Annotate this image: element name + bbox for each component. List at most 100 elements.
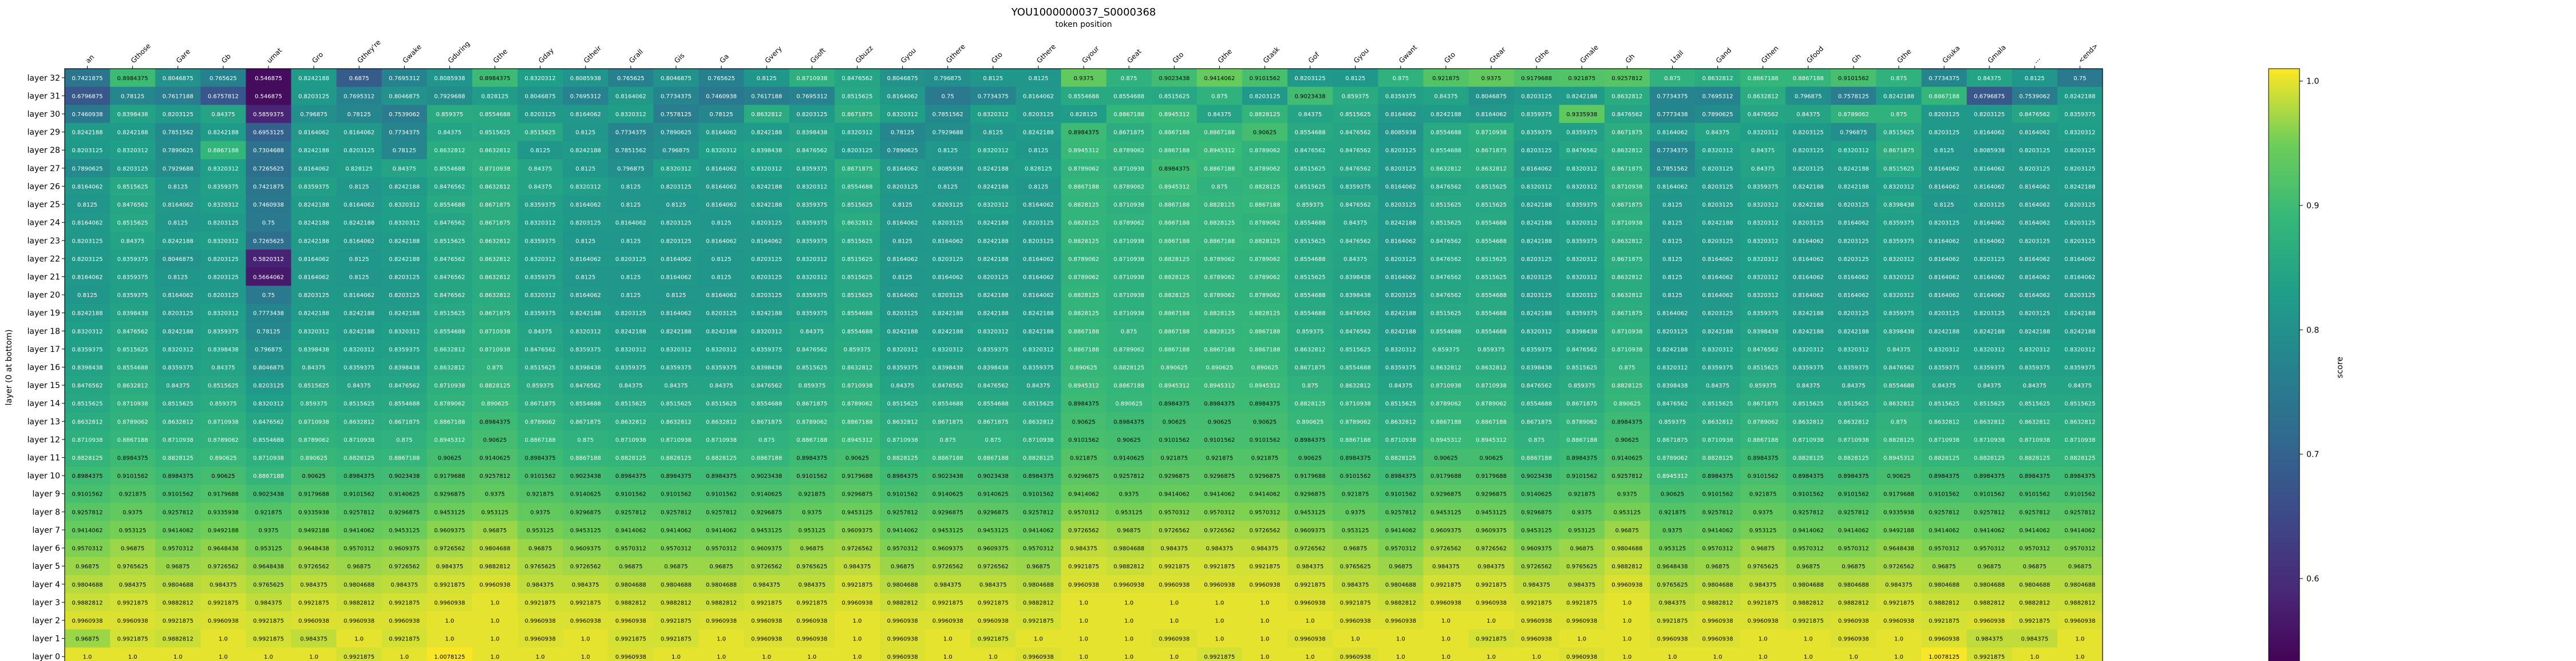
y-tick-label: layer 26 — [27, 182, 60, 191]
cell-value-label: 0.8632812 — [480, 256, 511, 263]
cell-value-label: 0.8242188 — [1521, 311, 1552, 317]
heatmap-cell — [563, 86, 609, 105]
heatmap-cell — [1559, 177, 1605, 196]
cell-value-label: 0.9414062 — [1929, 528, 1959, 534]
heatmap-cell — [336, 213, 382, 232]
cell-value-label: 0.9960938 — [841, 600, 872, 606]
heatmap-cell — [1106, 195, 1152, 214]
x-tick-label: Grall — [627, 48, 645, 65]
cell-value-label: 0.96875 — [166, 564, 189, 570]
heatmap-cell — [381, 267, 428, 286]
cell-value-label: 0.9257812 — [480, 473, 511, 480]
cell-value-label: 0.8242188 — [978, 256, 1009, 263]
cell-value-label: 0.8359375 — [1566, 238, 1597, 244]
cell-value-label: 0.78125 — [256, 328, 280, 335]
cell-value-label: 0.8554688 — [933, 401, 963, 407]
cell-value-label: 0.8242188 — [1838, 166, 1869, 172]
cell-value-label: 0.96875 — [2068, 564, 2092, 570]
heatmap-cell — [1151, 69, 1198, 88]
cell-value-label: 0.9765625 — [1657, 582, 1688, 588]
cell-value-label: 0.8125 — [1028, 184, 1048, 190]
cell-value-label: 0.9921875 — [208, 600, 239, 606]
cell-value-label: 0.8242188 — [1793, 328, 1824, 335]
heatmap-cell — [472, 69, 518, 88]
y-tick-label: layer 1 — [33, 635, 60, 644]
cell-value-label: 0.8164062 — [72, 274, 103, 280]
cell-value-label: 0.984375 — [1523, 582, 1550, 588]
heatmap-cell — [925, 213, 971, 232]
heatmap-cell — [1785, 69, 1831, 88]
heatmap-cell — [1785, 213, 1831, 232]
cell-value-label: 0.7539062 — [2019, 93, 2050, 100]
heatmap-cell — [789, 213, 835, 232]
cell-value-label: 0.8945312 — [1476, 437, 1507, 444]
cell-value-label: 0.9960938 — [434, 600, 465, 606]
cell-value-label: 1.0 — [1215, 600, 1224, 606]
heatmap-cell — [744, 231, 790, 250]
heatmap-cell — [110, 141, 156, 160]
cell-value-label: 0.8203125 — [1838, 311, 1869, 317]
cell-value-label: 0.8164062 — [1838, 292, 1869, 299]
cell-value-label: 0.8828125 — [1385, 456, 1416, 462]
cell-value-label: 0.921875 — [1568, 76, 1595, 82]
cell-value-label: 0.8515625 — [1159, 93, 1190, 100]
cell-value-label: 0.8671875 — [1113, 130, 1144, 136]
heatmap-cell — [1423, 159, 1469, 178]
heatmap-cell — [155, 69, 201, 88]
cell-value-label: 0.8164062 — [298, 256, 329, 263]
cell-value-label: 0.8984375 — [615, 473, 646, 480]
cell-value-label: 0.8242188 — [933, 328, 963, 335]
cell-value-label: 0.96875 — [76, 564, 99, 570]
cell-value-label: 0.9960938 — [615, 654, 646, 660]
heatmap-cell — [155, 177, 201, 196]
cell-value-label: 0.84375 — [1434, 93, 1457, 100]
cell-value-label: 0.8515625 — [841, 274, 872, 280]
heatmap-cell — [1016, 86, 1061, 105]
cell-value-label: 0.8359375 — [1748, 311, 1779, 317]
cell-value-label: 0.8476562 — [1431, 292, 1461, 299]
cell-value-label: 0.8164062 — [1929, 166, 1959, 172]
cell-value-label: 0.78125 — [121, 93, 144, 100]
cell-value-label: 0.875 — [1891, 112, 1907, 118]
cell-value-label: 0.9960938 — [933, 618, 963, 624]
cell-value-label: 0.8984375 — [1068, 130, 1099, 136]
heatmap-cell — [110, 250, 156, 268]
cell-value-label: 0.8828125 — [1611, 383, 1642, 389]
cell-value-label: 0.8242188 — [208, 130, 239, 136]
cell-value-label: 0.8203125 — [1657, 328, 1688, 335]
heatmap-cell — [880, 141, 926, 160]
cell-value-label: 0.9453125 — [1521, 528, 1552, 534]
heatmap-cell — [789, 69, 835, 88]
cell-value-label: 0.84375 — [302, 365, 325, 371]
cell-value-label: 0.9492188 — [1883, 528, 1914, 534]
cell-value-label: 0.9570312 — [1793, 546, 1824, 552]
cell-value-label: 0.8203125 — [72, 148, 103, 154]
cell-value-label: 0.9960938 — [887, 618, 918, 624]
heatmap-cell — [246, 267, 292, 286]
cell-value-label: 0.8515625 — [1340, 347, 1371, 353]
heatmap-cell — [1106, 86, 1152, 105]
cell-value-label: 0.859375 — [210, 401, 237, 407]
cell-value-label: 0.8320312 — [525, 256, 556, 263]
cell-value-label: 0.9375 — [485, 492, 505, 498]
heatmap-cell — [698, 122, 745, 141]
cell-value-label: 0.8710938 — [1476, 130, 1507, 136]
cell-value-label: 0.8203125 — [796, 112, 827, 118]
cell-value-label: 0.9101562 — [1702, 492, 1733, 498]
cell-value-label: 0.9453125 — [1295, 509, 1326, 516]
cell-value-label: 0.9960938 — [978, 618, 1009, 624]
cell-value-label: 0.8828125 — [163, 456, 193, 462]
cell-value-label: 0.9765625 — [525, 564, 556, 570]
heatmap-cell — [608, 141, 654, 160]
heatmap-cell — [1559, 122, 1605, 141]
cell-value-label: 0.84375 — [1706, 130, 1729, 136]
cell-value-label: 0.8164062 — [1974, 238, 2005, 244]
heatmap-cell — [698, 69, 745, 88]
heatmap-cell — [1423, 195, 1469, 214]
heatmap-cell — [880, 267, 926, 286]
cell-value-label: 0.9296875 — [1476, 492, 1507, 498]
cell-value-label: 0.8945312 — [434, 437, 465, 444]
cell-value-label: 0.9921875 — [253, 618, 284, 624]
cell-value-label: 0.7773438 — [1657, 112, 1688, 118]
